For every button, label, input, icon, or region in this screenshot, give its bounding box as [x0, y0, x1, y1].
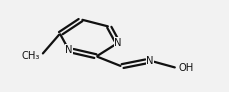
Text: N: N	[114, 38, 121, 48]
Text: CH₃: CH₃	[22, 51, 40, 61]
Text: N: N	[146, 56, 153, 66]
Text: OH: OH	[178, 63, 193, 73]
Text: N: N	[65, 45, 72, 55]
